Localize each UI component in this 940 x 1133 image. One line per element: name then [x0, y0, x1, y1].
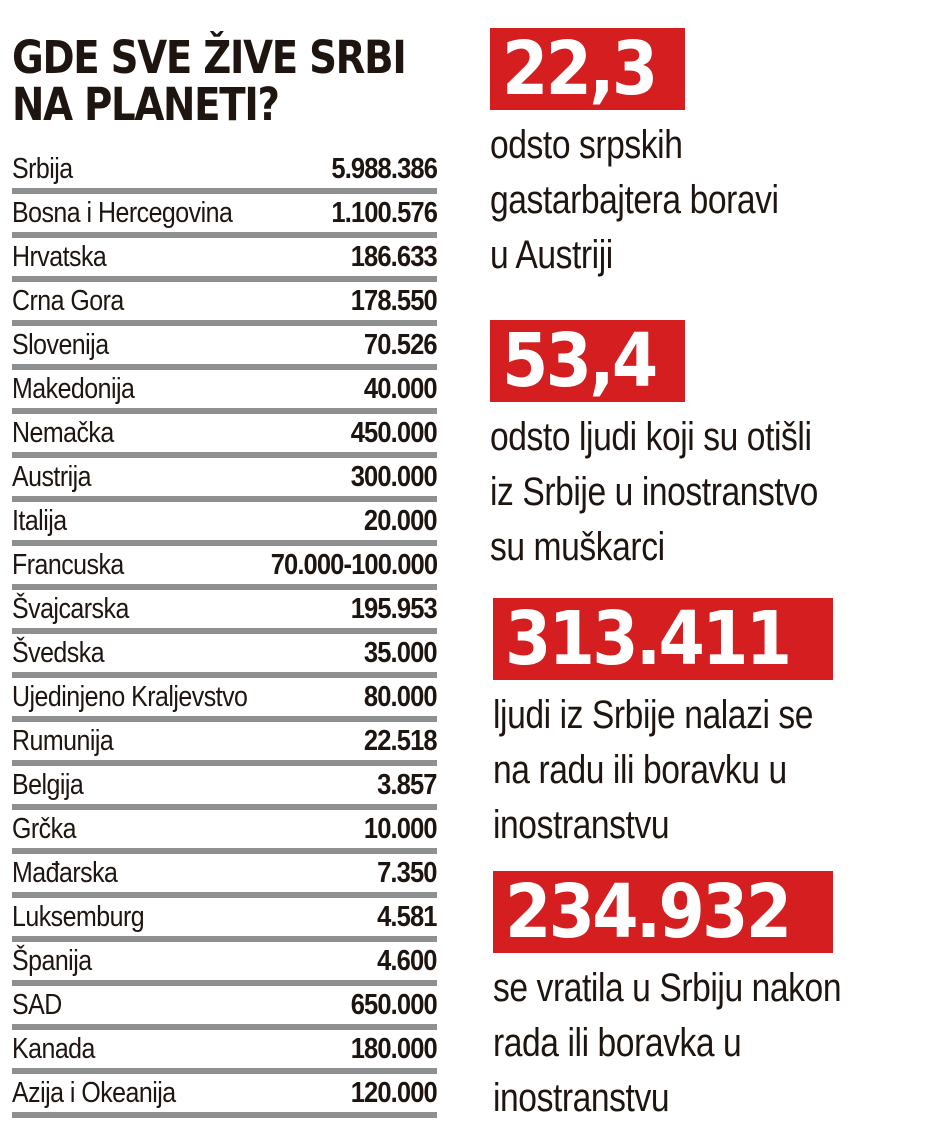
population-value: 178.550: [350, 285, 438, 317]
stat-block-austria-share: 22,3 odsto srpskih gastarbajtera boravi …: [490, 28, 930, 283]
country-name: Švajcarska: [12, 593, 129, 625]
table-row: Makedonija 40.000: [12, 370, 438, 414]
country-name: Makedonija: [12, 373, 135, 405]
country-name: Austrija: [12, 461, 92, 493]
population-value: 5.988.386: [331, 153, 437, 185]
population-value: 4.600: [377, 945, 438, 977]
stat-description-line: rada ili boravka u: [493, 1021, 742, 1065]
population-value: 195.953: [350, 593, 438, 625]
table-row: Azija i Okeanija 120.000: [12, 1074, 438, 1118]
country-name: Belgija: [12, 769, 84, 801]
table-row: Luksemburg 4.581: [12, 898, 438, 942]
stat-description: se vratila u Srbiju nakon rada ili borav…: [493, 961, 863, 1126]
title-line-2: NA PLANETI?: [12, 78, 280, 131]
country-name: Švedska: [12, 637, 105, 669]
country-name: Nemačka: [12, 417, 114, 449]
table-row: Slovenija 70.526: [12, 326, 438, 370]
country-name: Italija: [12, 505, 67, 537]
table-row: SAD 650.000: [12, 986, 438, 1030]
population-value: 650.000: [350, 989, 438, 1021]
stat-description: ljudi iz Srbije nalazi se na radu ili bo…: [493, 688, 863, 853]
population-value: 70.526: [364, 329, 438, 361]
table-row: Nemačka 450.000: [12, 414, 438, 458]
population-value: 1.100.576: [331, 197, 437, 229]
stat-description: odsto ljudi koji su otišli iz Srbije u i…: [490, 410, 860, 575]
population-value: 180.000: [350, 1033, 438, 1065]
table-row: Hrvatska 186.633: [12, 238, 438, 282]
population-value: 35.000: [364, 637, 438, 669]
population-value: 10.000: [364, 813, 438, 845]
population-value: 120.000: [350, 1077, 438, 1109]
table-row: Grčka 10.000: [12, 810, 438, 854]
country-name: Azija i Okeanija: [12, 1077, 176, 1109]
stat-description-line: odsto ljudi koji su otišli: [490, 415, 812, 459]
population-value: 3.857: [377, 769, 438, 801]
stat-number: 53,4: [502, 318, 658, 404]
stat-description-line: inostranstvu: [493, 1076, 670, 1120]
table-row: Švajcarska 195.953: [12, 590, 438, 634]
stat-description-line: su muškarci: [490, 525, 665, 569]
table-row: Italija 20.000: [12, 502, 438, 546]
stat-description-line: iz Srbije u inostranstvo: [490, 470, 818, 514]
page-title: GDE SVE ŽIVE SRBI NA PLANETI?: [12, 31, 407, 131]
table-row: Kanada 180.000: [12, 1030, 438, 1074]
stat-description-line: u Austriji: [490, 233, 613, 277]
population-value: 20.000: [364, 505, 438, 537]
title-line-1: GDE SVE ŽIVE SRBI: [12, 31, 407, 84]
stat-number-badge: 53,4: [490, 320, 685, 402]
country-name: Španija: [12, 945, 92, 977]
stat-block-returned-count: 234.932 se vratila u Srbiju nakon rada i…: [493, 871, 933, 1126]
country-name: Rumunija: [12, 725, 114, 757]
table-row: Rumunija 22.518: [12, 722, 438, 766]
country-name: Hrvatska: [12, 241, 107, 273]
table-row: Crna Gora 178.550: [12, 282, 438, 326]
stat-number-badge: 234.932: [493, 869, 834, 955]
table-row: Mađarska 7.350: [12, 854, 438, 898]
population-value: 186.633: [350, 241, 438, 273]
stat-number: 313.411: [505, 596, 792, 682]
stat-number-badge: 313.411: [493, 596, 834, 682]
table-row: Francuska 70.000-100.000: [12, 546, 438, 590]
table-row: Ujedinjeno Kraljevstvo 80.000: [12, 678, 438, 722]
population-value: 70.000-100.000: [270, 549, 438, 581]
table-row: Austrija 300.000: [12, 458, 438, 502]
stat-block-abroad-count: 313.411 ljudi iz Srbije nalazi se na rad…: [493, 598, 933, 853]
population-value: 450.000: [350, 417, 438, 449]
country-name: Bosna i Hercegovina: [12, 197, 233, 229]
country-name: Slovenija: [12, 329, 109, 361]
table-row: Srbija 5.988.386: [12, 150, 438, 194]
stat-description-line: na radu ili boravku u: [493, 748, 787, 792]
country-name: Crna Gora: [12, 285, 124, 317]
country-name: Kanada: [12, 1033, 95, 1065]
population-value: 4.581: [377, 901, 438, 933]
table-row: Španija 4.600: [12, 942, 438, 986]
country-name: Luksemburg: [12, 901, 145, 933]
table-row: Bosna i Hercegovina 1.100.576: [12, 194, 438, 238]
stat-description: odsto srpskih gastarbajtera boravi u Aus…: [490, 118, 860, 283]
stat-number: 22,3: [502, 26, 658, 112]
country-name: Ujedinjeno Kraljevstvo: [12, 681, 248, 713]
stat-block-men-share: 53,4 odsto ljudi koji su otišli iz Srbij…: [490, 320, 930, 575]
population-value: 80.000: [364, 681, 438, 713]
population-value: 40.000: [364, 373, 438, 405]
country-name: Francuska: [12, 549, 124, 581]
country-name: Mađarska: [12, 857, 118, 889]
population-value: 22.518: [364, 725, 438, 757]
stat-description-line: se vratila u Srbiju nakon: [493, 966, 842, 1010]
stat-description-line: gastarbajtera boravi: [490, 178, 779, 222]
table-row: Belgija 3.857: [12, 766, 438, 810]
country-name: Grčka: [12, 813, 76, 845]
stat-description-line: odsto srpskih: [490, 123, 683, 167]
country-name: Srbija: [12, 153, 73, 185]
stat-number: 234.932: [505, 869, 792, 955]
population-value: 300.000: [350, 461, 438, 493]
stat-number-badge: 22,3: [490, 28, 685, 110]
country-name: SAD: [12, 989, 62, 1021]
stat-description-line: ljudi iz Srbije nalazi se: [493, 693, 814, 737]
population-value: 7.350: [377, 857, 438, 889]
population-table: Srbija 5.988.386 Bosna i Hercegovina 1.100…: [12, 150, 438, 1118]
table-row: Švedska 35.000: [12, 634, 438, 678]
stat-description-line: inostranstvu: [493, 803, 670, 847]
